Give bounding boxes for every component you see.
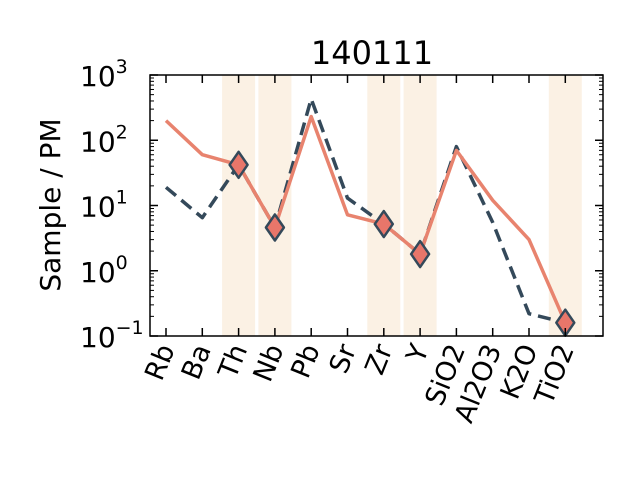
y-axis-label: Sample / PM <box>34 118 67 291</box>
marker-zr <box>373 209 395 239</box>
x-tick-label: Ba <box>176 340 218 384</box>
band-tio2 <box>548 75 582 336</box>
y-tick-label: 10−1 <box>80 317 144 354</box>
x-tick-label: Y <box>400 340 435 368</box>
y-tick-label: 102 <box>80 121 128 158</box>
x-tick-label: Pb <box>285 340 326 383</box>
x-tick-label: Rb <box>139 340 181 385</box>
x-tick-label: Zr <box>359 339 399 379</box>
marker-th <box>228 150 249 180</box>
chart-title: 140111 <box>311 34 433 72</box>
marker-y <box>409 239 431 269</box>
x-tick-label: Nb <box>248 340 291 386</box>
band-th <box>222 75 256 336</box>
x-tick-label: Sr <box>324 339 364 378</box>
y-tick-label: 103 <box>80 56 128 93</box>
x-tick-label: Th <box>212 340 254 384</box>
series-line-dashed <box>164 97 566 325</box>
y-axis: 103 102 101 100 10−1 <box>80 56 603 354</box>
marker-nb <box>264 213 286 242</box>
band-y <box>403 75 437 336</box>
highlight-bands <box>222 75 582 336</box>
y-tick-label: 100 <box>80 252 128 289</box>
band-zr <box>367 75 401 336</box>
data-markers <box>228 150 576 337</box>
y-tick-label: 101 <box>80 187 128 224</box>
